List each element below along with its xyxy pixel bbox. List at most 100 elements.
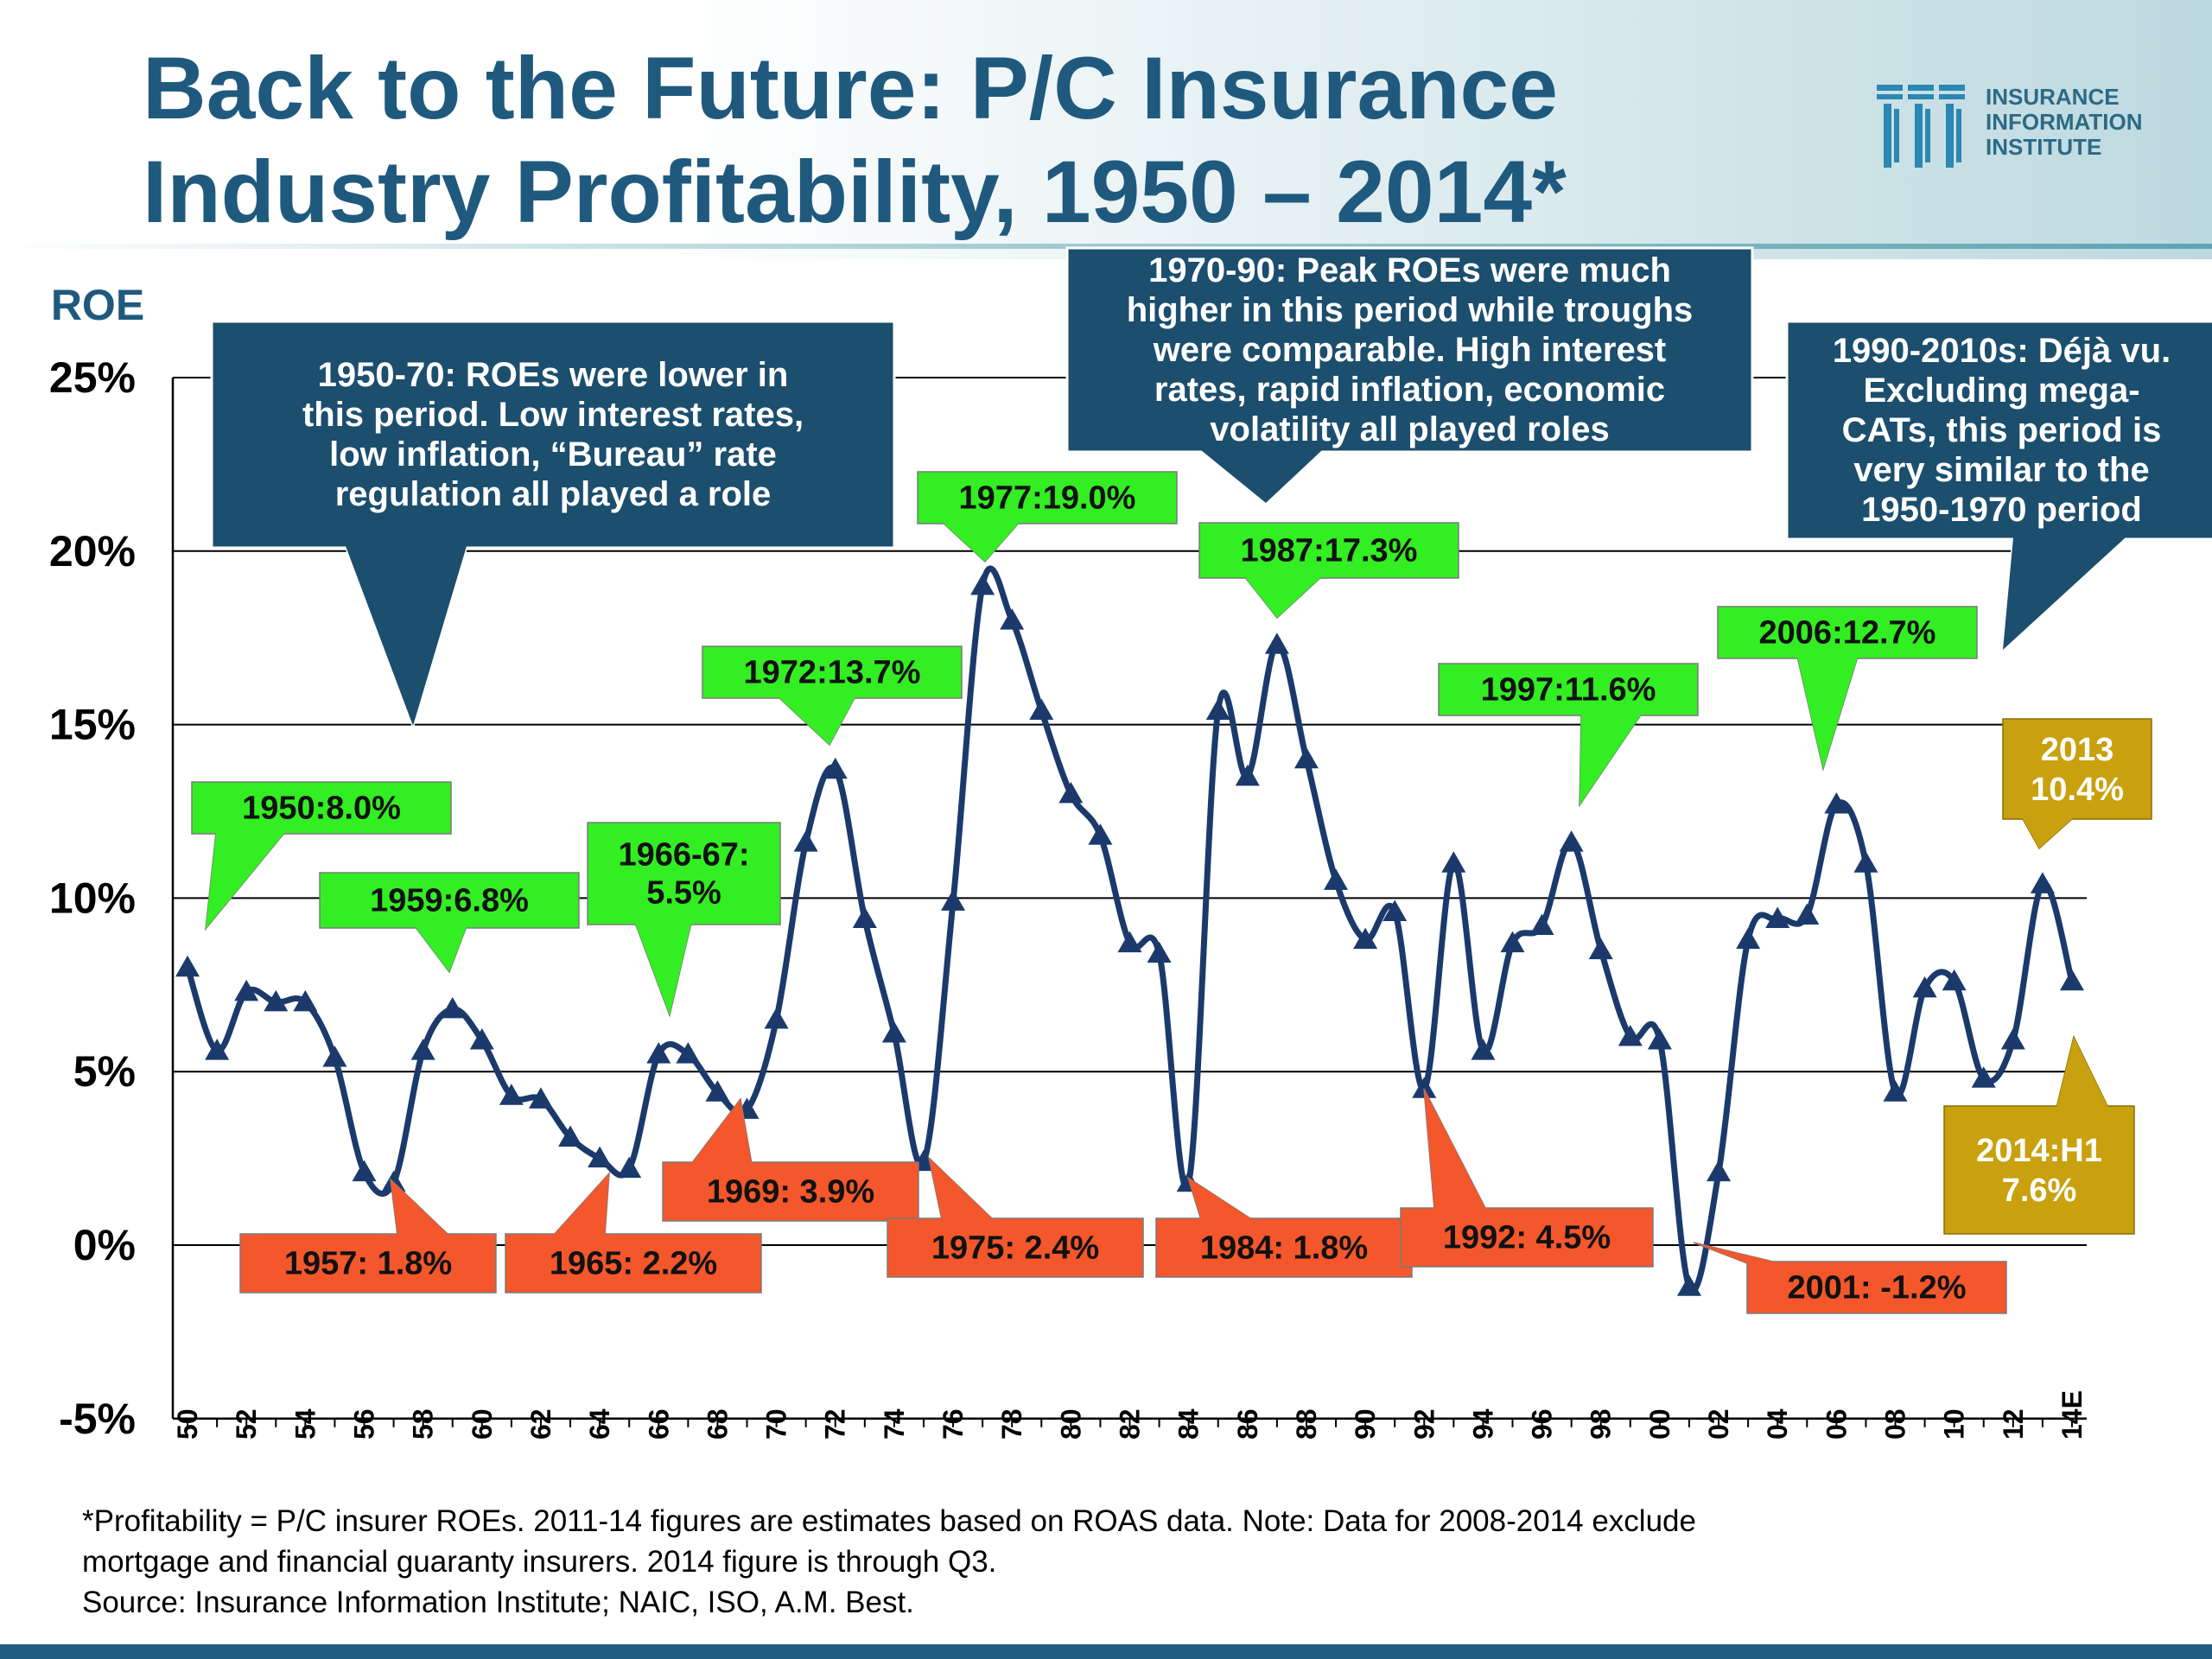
x-tick-label: 06 [1821, 1408, 1852, 1440]
x-tick-label: 82 [1115, 1408, 1146, 1440]
data-point-73 [852, 906, 877, 928]
data-point-59 [440, 996, 465, 1019]
data-point-90 [1353, 927, 1378, 950]
data-point-98 [1588, 938, 1613, 960]
data-point-79 [1029, 698, 1054, 721]
x-tick-label: 62 [525, 1408, 556, 1440]
x-tick-label: 66 [643, 1408, 674, 1440]
callout-pointer-fill [691, 1099, 752, 1164]
callout-text: 1950:8.0% [242, 790, 401, 826]
x-tick-label: 96 [1527, 1408, 1558, 1440]
callout-box [917, 471, 1178, 524]
callout-text: 2001: -1.2% [1787, 1269, 1966, 1306]
logo-line-1: INSURANCE [1986, 84, 2120, 110]
callout-trough: 1975: 2.4% [887, 1155, 1144, 1278]
x-tick-label: 86 [1232, 1408, 1263, 1440]
callout-pointer-fill [206, 832, 285, 929]
callout-text: 1970-90: Peak ROEs were much [1148, 251, 1671, 289]
callout-pointer-fill [1188, 1178, 1253, 1220]
callout-text: 1957: 1.8% [284, 1245, 452, 1281]
callout-text: 1972:13.7% [744, 654, 921, 690]
callout-text: 1966-67: [618, 836, 749, 873]
callout-text: 1997:11.6% [1481, 671, 1656, 708]
callout-text: this period. Low interest rates, [302, 396, 804, 434]
callout-box [1785, 320, 2212, 541]
data-point-13 [2030, 872, 2055, 893]
callout-pointer-fill [415, 926, 467, 972]
data-point-62 [528, 1087, 553, 1109]
data-point-56 [352, 1160, 377, 1182]
callout-text: 1984: 1.8% [1200, 1230, 1368, 1266]
callout-peak: 1987:17.3% [1198, 522, 1459, 620]
y-tick-label: 25% [49, 353, 136, 402]
roe-series-line [184, 565, 2075, 1294]
data-point-63 [558, 1125, 583, 1147]
callout-box [1198, 522, 1459, 579]
callout-box [1746, 1261, 2007, 1314]
logo-text: INSURANCE INFORMATION INSTITUTE [1986, 85, 2143, 160]
data-point-66 [646, 1042, 671, 1064]
data-point-61 [499, 1084, 524, 1105]
footnote-line-2: mortgage and financial guaranty insurers… [82, 1545, 997, 1579]
x-tick-label: 08 [1880, 1408, 1911, 1440]
callout-pointer-fill [2056, 1037, 2108, 1108]
data-point-14E [2059, 969, 2084, 991]
data-point-77 [970, 573, 995, 595]
x-tick-label: 80 [1055, 1408, 1086, 1440]
x-tick-label: 92 [1408, 1408, 1440, 1440]
x-tick-label: 58 [408, 1408, 439, 1440]
callout-text: 10.4% [2031, 772, 2124, 808]
data-point-97 [1559, 830, 1584, 852]
callout-text: 1959:6.8% [370, 882, 529, 918]
callout-pointer-fill [942, 522, 1020, 562]
data-point-07 [1853, 851, 1878, 873]
data-point-60 [469, 1028, 494, 1050]
data-point-82 [1117, 931, 1142, 953]
callout-box [702, 645, 963, 699]
callout-pointer-fill [929, 1158, 994, 1220]
callout-box [1438, 663, 1699, 716]
callout-pointer-fill [2022, 817, 2074, 849]
x-tick-label: 84 [1173, 1408, 1205, 1440]
callout-pointer-fill [391, 1179, 449, 1236]
x-tick-label: 56 [349, 1408, 380, 1440]
data-point-01 [1676, 1274, 1701, 1296]
data-point-76 [941, 889, 966, 911]
callout-text: 1992: 4.5% [1443, 1219, 1611, 1255]
y-tick-labels: -5% 0% 5% 10% 15% 20% 25% [49, 353, 136, 1443]
data-point-94 [1471, 1039, 1496, 1060]
callout-pointer-fill [1424, 1089, 1486, 1210]
data-point-87 [1264, 632, 1289, 654]
callout-peak: 1997:11.6% [1438, 663, 1699, 808]
data-point-96 [1529, 913, 1554, 936]
data-point-50 [175, 955, 200, 977]
x-tick-label: 12 [1998, 1408, 2029, 1440]
logo-line-2: INFORMATION [1986, 109, 2143, 135]
data-point-72 [823, 757, 848, 779]
data-point-12 [2000, 1028, 2025, 1050]
x-tick-labels: 50 52 54 56 58 60 62 64 66 68 70 72 74 76 78 80 82 84 86 88… [172, 1390, 2088, 1440]
callout-text: very similar to the [1853, 451, 2149, 489]
callout-peak: 1950:8.0% [191, 781, 452, 931]
data-point-55 [322, 1046, 347, 1067]
y-tick-label: 5% [73, 1047, 136, 1096]
data-point-64 [588, 1146, 613, 1168]
data-point-86 [1235, 764, 1260, 786]
callout-text: 2014:H1 [1976, 1133, 2102, 1169]
callout-text: volatility all played roles [1210, 410, 1609, 448]
x-tick-label: 74 [879, 1408, 910, 1440]
callout-text: 5.5% [646, 874, 721, 911]
data-point-57 [381, 1170, 406, 1192]
callout-text: 2006:12.7% [1759, 614, 1936, 651]
y-tick-label: 15% [49, 701, 136, 749]
iii-logo: INSURANCE INFORMATION INSTITUTE [1875, 83, 2186, 169]
data-point-52 [234, 979, 259, 1001]
data-point-95 [1500, 931, 1525, 953]
data-point-88 [1294, 747, 1319, 769]
callout-text: 2013 [2041, 732, 2114, 768]
x-tick-label: 10 [1939, 1408, 1970, 1440]
page-title: Back to the Future: P/C Insurance Indust… [143, 36, 1784, 244]
callout-pointer-fill [1580, 714, 1642, 805]
header-divider [0, 244, 2212, 249]
